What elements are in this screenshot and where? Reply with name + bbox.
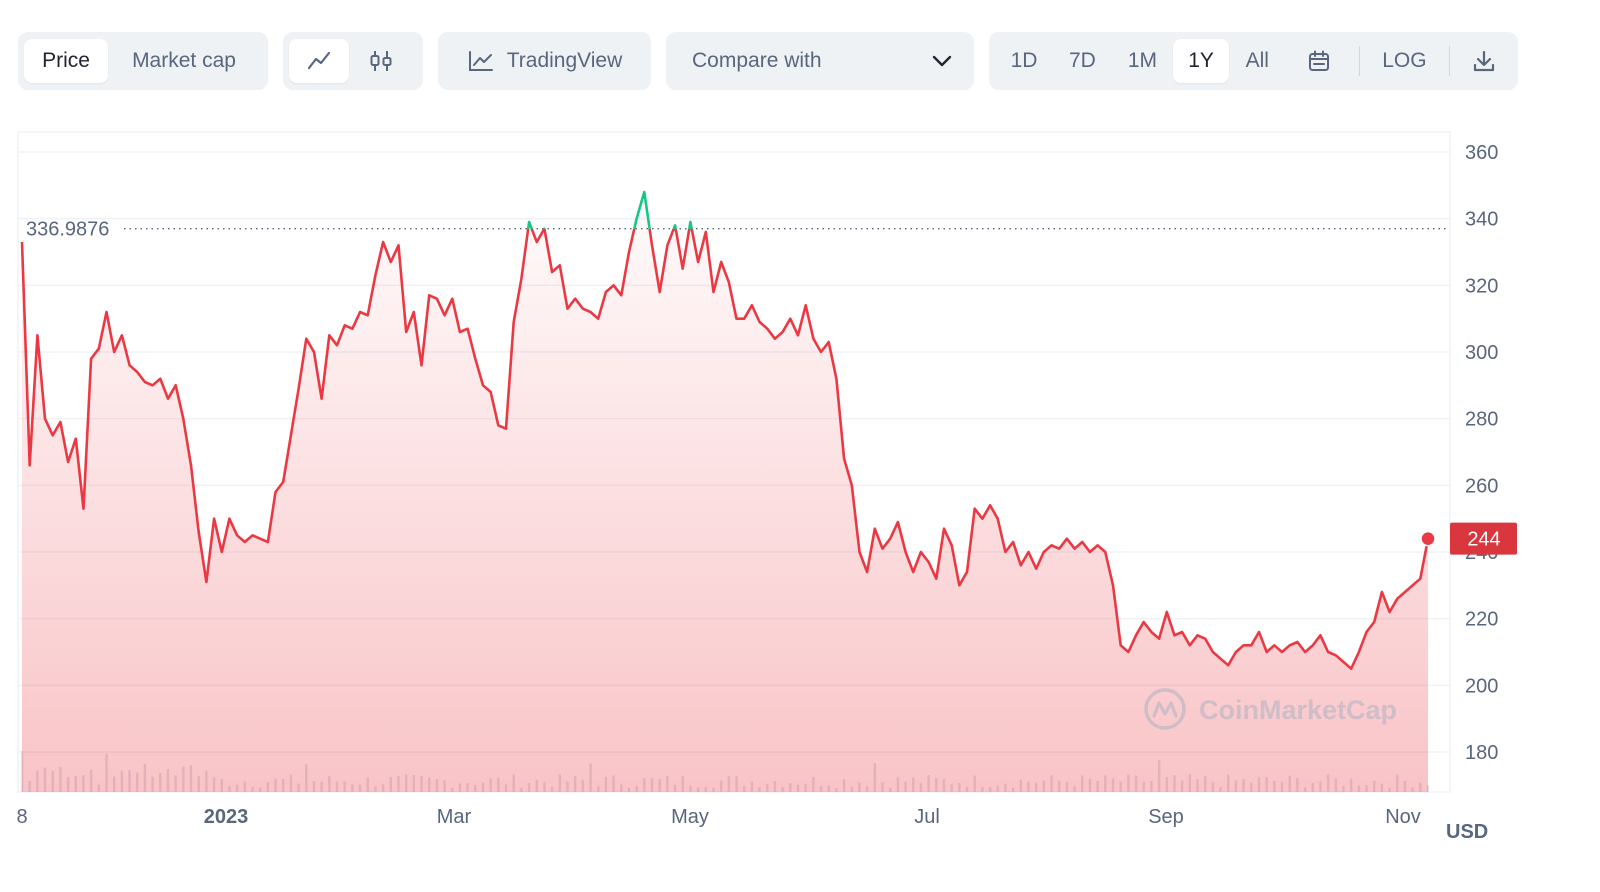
range-1d-button[interactable]: 1D (1010, 49, 1038, 72)
toolbar-divider (1448, 46, 1450, 76)
download-button[interactable] (1456, 39, 1512, 83)
time-range-group: 1D 7D 1M 1Y All LOG (989, 32, 1518, 90)
watermark-logo: CoinMarketCap (1144, 688, 1397, 730)
y-tick-label: 300 (1465, 342, 1498, 364)
y-tick-label: 320 (1465, 275, 1498, 297)
candlestick-icon (370, 51, 392, 71)
currency-label: USD (1446, 821, 1488, 843)
line-chart-icon (307, 51, 331, 70)
trading-view-icon (468, 51, 493, 71)
calendar-icon (1309, 50, 1330, 71)
y-tick-label: 180 (1465, 742, 1498, 764)
x-tick-label: 2023 (204, 806, 249, 828)
log-scale-button[interactable]: LOG (1382, 49, 1427, 72)
price-chart-svg[interactable]: 336.9876 180200220240260280300320340360 … (0, 120, 1600, 887)
range-all-button[interactable]: All (1245, 49, 1269, 72)
market-cap-tab[interactable]: Market cap (132, 49, 236, 72)
x-tick-label: Jul (914, 806, 940, 828)
current-price-label: 244 (1467, 529, 1500, 551)
price-tab[interactable]: Price (24, 39, 108, 83)
x-axis-ticks: 8 2023 Mar May Jul Sep Nov (16, 806, 1420, 828)
toolbar-divider (1359, 46, 1361, 76)
y-tick-label: 220 (1465, 609, 1498, 631)
x-tick-label: 8 (16, 806, 27, 828)
price-chart[interactable]: 336.9876 180200220240260280300320340360 … (0, 120, 1600, 887)
current-price-marker (1420, 530, 1436, 547)
y-tick-label: 360 (1465, 142, 1498, 164)
compare-with-select[interactable]: Compare with (666, 32, 974, 90)
chevron-down-icon (932, 55, 952, 67)
download-icon (1473, 50, 1494, 72)
current-price-badge (1450, 522, 1517, 555)
range-7d-button[interactable]: 7D (1069, 49, 1096, 72)
x-tick-label: May (671, 806, 709, 828)
candlestick-chart-button[interactable] (349, 39, 413, 83)
chart-type-group (283, 32, 423, 90)
tradingview-label: TradingView (506, 49, 623, 72)
compare-with-label: Compare with (692, 49, 822, 72)
reference-price-label: 336.9876 (26, 219, 109, 241)
coinmarketcap-logo-icon (1144, 688, 1186, 730)
x-tick-label: Sep (1148, 806, 1184, 828)
date-range-button[interactable] (1286, 39, 1354, 83)
x-tick-label: Mar (437, 806, 472, 828)
y-tick-label: 260 (1465, 475, 1498, 497)
tradingview-button[interactable]: TradingView (444, 39, 645, 83)
y-tick-label: 340 (1465, 209, 1498, 231)
y-axis-ticks: 180200220240260280300320340360 (1465, 142, 1498, 764)
price-area-fill (22, 192, 1428, 792)
view-toggle-group: Price Market cap (18, 32, 268, 90)
x-tick-label: Nov (1385, 806, 1421, 828)
y-tick-label: 280 (1465, 409, 1498, 431)
watermark-text: CoinMarketCap (1199, 695, 1397, 725)
range-1y-button[interactable]: 1Y (1173, 39, 1230, 83)
coinmarketcap-logo-mark (1152, 701, 1178, 718)
price-line-below-reference (20, 228, 1430, 670)
y-tick-label: 200 (1465, 675, 1498, 697)
line-chart-button[interactable] (289, 39, 349, 83)
tradingview-group: TradingView (438, 32, 651, 90)
range-1m-button[interactable]: 1M (1127, 49, 1158, 72)
